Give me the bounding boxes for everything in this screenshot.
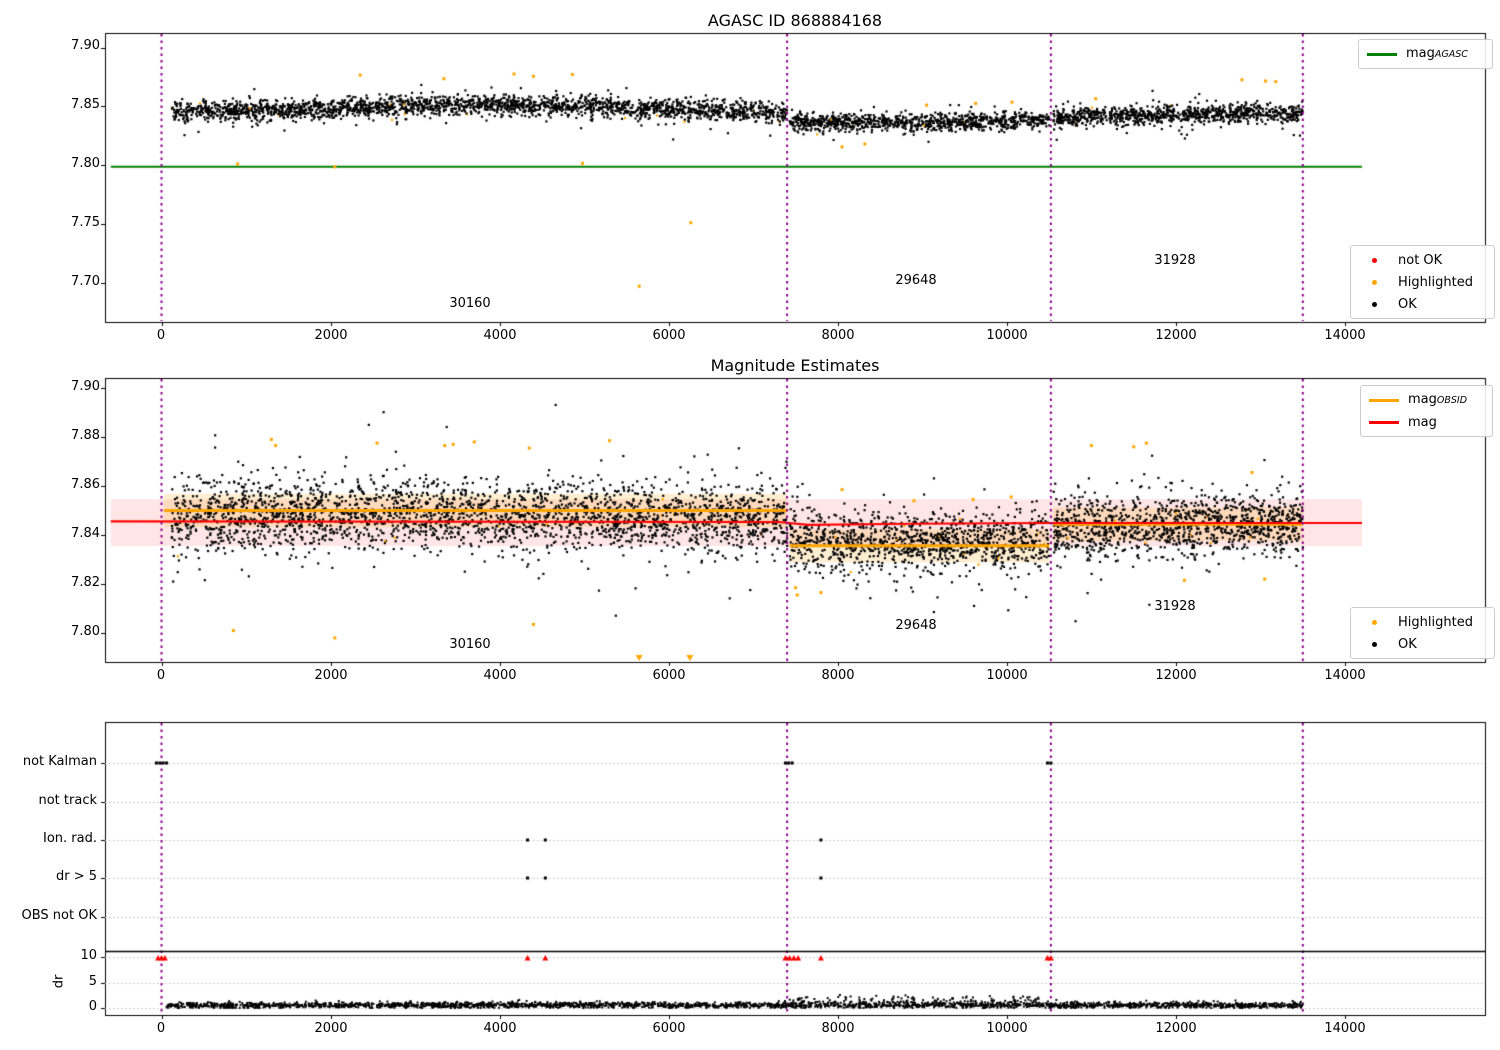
obsid-annotation: 31928 [1154,599,1196,614]
dr-tick-label: 5 [88,974,97,989]
ytick-label: 7.82 [71,575,100,590]
obsid-annotation: 30160 [449,637,491,652]
xtick-label: 10000 [986,1021,1028,1036]
ytick-label: 7.80 [71,624,100,639]
legend-label: mag [1408,414,1437,430]
red-line-swatch [1369,420,1399,424]
legend-label: mag OBSID [1408,391,1468,407]
dr-tick-label: 0 [88,999,97,1014]
legend-row: not OK [1358,249,1486,271]
orange-dot-swatch [1371,619,1377,625]
xtick-label: 6000 [652,1021,686,1036]
xtick-label: 10000 [986,668,1028,683]
ytick-label: 7.84 [71,526,100,541]
xtick-label: 4000 [483,1021,517,1036]
black-dot-swatch [1371,301,1377,307]
legend-swatch [1358,301,1390,307]
ytick-label: 7.90 [71,379,100,394]
legend-swatch [1358,279,1390,285]
legend-label: Highlighted [1398,274,1473,290]
xtick-label: 0 [156,328,166,343]
legend-row: mag AGASC [1366,43,1484,65]
legend-label: OK [1398,296,1417,312]
middle-plot-title: Magnitude Estimates [710,356,880,375]
obsid-annotation: 29648 [895,273,937,288]
xtick-label: 12000 [1155,668,1197,683]
ytick-label: 7.88 [71,428,100,443]
xtick-label: 6000 [652,328,686,343]
top-plot-title: AGASC ID 868884168 [707,11,883,30]
legend-label: Highlighted [1398,614,1473,630]
ytick-label: 7.86 [71,477,100,492]
xtick-label: 0 [156,1021,166,1036]
xtick-label: 14000 [1324,1021,1366,1036]
category-label: Ion. rad. [43,831,97,846]
legend-row: mag OBSID [1368,389,1484,411]
dr-tick-label: 10 [80,948,97,963]
xtick-label: 6000 [652,668,686,683]
xtick-label: 8000 [821,1021,855,1036]
xtick-label: 8000 [821,668,855,683]
ytick-label: 7.70 [71,274,100,289]
legend-row: Highlighted [1358,611,1486,633]
legend-top-points: not OK Highlighted OK [1350,245,1495,319]
ytick-label: 7.75 [71,215,100,230]
legend-swatch [1366,52,1398,56]
legend-swatch [1368,398,1400,402]
ytick-label: 7.80 [71,156,100,171]
xtick-label: 2000 [314,328,348,343]
legend-swatch [1358,257,1390,263]
legend-row: OK [1358,293,1486,315]
xtick-label: 0 [156,668,166,683]
legend-row: Highlighted [1358,271,1486,293]
black-dot-swatch [1371,641,1377,647]
legend-middle-points: Highlighted OK [1350,607,1495,659]
orange-line-swatch [1369,398,1399,402]
dr-axis-label: dr [51,974,67,989]
xtick-label: 12000 [1155,328,1197,343]
xtick-label: 12000 [1155,1021,1197,1036]
xtick-label: 8000 [821,328,855,343]
legend-row: mag [1368,411,1484,433]
obsid-annotation: 31928 [1154,253,1196,268]
red-dot-swatch [1371,257,1377,263]
xtick-label: 4000 [483,668,517,683]
xtick-label: 4000 [483,328,517,343]
legend-row: OK [1358,633,1486,655]
legend-label: OK [1398,636,1417,652]
ytick-label: 7.85 [71,97,100,112]
category-label: dr > 5 [55,869,97,884]
obsid-annotation: 29648 [895,618,937,633]
category-label: not Kalman [22,754,97,769]
legend-swatch [1368,420,1400,424]
category-label: OBS not OK [21,908,98,923]
legend-mag-lines: mag OBSID mag [1360,385,1493,437]
legend-label: mag AGASC [1406,45,1468,61]
obsid-annotation: 30160 [449,296,491,311]
xtick-label: 10000 [986,328,1028,343]
green-line-swatch [1367,52,1397,56]
legend-label: not OK [1398,252,1443,268]
legend-mag-agasc: mag AGASC [1358,39,1493,69]
legend-swatch [1358,619,1390,625]
ytick-label: 7.90 [71,38,100,53]
xtick-label: 14000 [1324,668,1366,683]
category-label: not track [38,793,97,808]
legend-swatch [1358,641,1390,647]
xtick-label: 2000 [314,1021,348,1036]
xtick-label: 2000 [314,668,348,683]
xtick-label: 14000 [1324,328,1366,343]
orange-dot-swatch [1371,279,1377,285]
